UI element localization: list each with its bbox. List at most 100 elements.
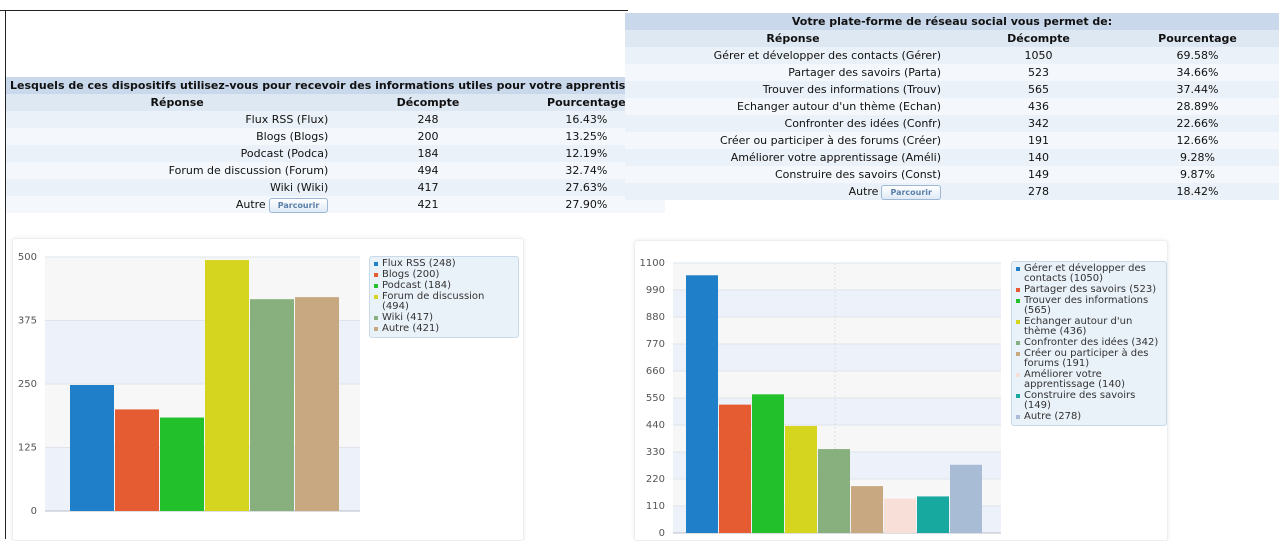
- response-text: Blogs (Blogs): [256, 130, 329, 143]
- right-survey-table: Votre plate-forme de réseau social vous …: [625, 13, 1279, 200]
- y-tick-label: 770: [646, 339, 665, 350]
- y-tick-label: 250: [18, 379, 37, 390]
- bar: [719, 404, 751, 533]
- legend-item: Blogs (200): [374, 270, 514, 280]
- percent-cell: 18.42%: [1116, 183, 1279, 200]
- response-label: Autre Parcourir: [625, 183, 961, 200]
- right-bar-chart: 0 110 220 330 440 550 660 770 880 990 1100: [640, 258, 1001, 539]
- grid-band: [673, 344, 1001, 371]
- count-cell: 523: [961, 64, 1116, 81]
- legend-swatch: [1016, 320, 1020, 324]
- table-row: Partager des savoirs (Parta) 523 34.66%: [625, 64, 1279, 81]
- table-row: Améliorer votre apprentissage (Améli) 140…: [625, 149, 1279, 166]
- legend-item: Podcast (184): [374, 281, 514, 291]
- legend-label: Flux RSS (248): [382, 258, 456, 269]
- count-cell: 149: [961, 166, 1116, 183]
- response-label: Construire des savoirs (Const): [625, 166, 961, 183]
- y-tick-label: 500: [18, 252, 37, 263]
- table-row: Créer ou participer à des forums (Créer)…: [625, 132, 1279, 149]
- col-header-count: Décompte: [961, 30, 1116, 47]
- table-row: Autre Parcourir 278 18.42%: [625, 183, 1279, 200]
- percent-cell: 37.44%: [1116, 81, 1279, 98]
- legend-label: Autre (421): [382, 323, 440, 334]
- legend-item: Trouver des informations (565): [1016, 296, 1162, 316]
- percent-cell: 12.66%: [1116, 132, 1279, 149]
- bar: [785, 425, 817, 533]
- response-text: Podcast (Podca): [240, 147, 329, 160]
- bar: [686, 275, 718, 533]
- bar: [70, 385, 114, 511]
- response-label: Trouver des informations (Trouv): [625, 81, 961, 98]
- percent-cell: 22.66%: [1116, 115, 1279, 132]
- legend-item: Gérer et développer des contacts (1050): [1016, 264, 1162, 284]
- legend-swatch: [1016, 288, 1020, 292]
- legend-swatch: [1016, 267, 1020, 271]
- table-row: Flux RSS (Flux) 248 16.43%: [6, 111, 666, 128]
- legend-swatch: [1016, 373, 1020, 377]
- legend-swatch: [374, 327, 378, 331]
- legend-item: Autre (421): [374, 324, 514, 334]
- response-text: Trouver des informations (Trouv): [762, 83, 941, 96]
- response-label: Améliorer votre apprentissage (Améli): [625, 149, 961, 166]
- response-text: Flux RSS (Flux): [245, 113, 329, 126]
- response-label: Flux RSS (Flux): [6, 111, 349, 128]
- legend-item: Forum de discussion (494): [374, 292, 514, 312]
- count-cell: 278: [961, 183, 1116, 200]
- response-text: Construire des savoirs (Const): [774, 168, 941, 181]
- frame-line: [5, 10, 6, 539]
- y-tick-label: 990: [646, 285, 665, 296]
- response-text: Créer ou participer à des forums (Créer): [719, 134, 941, 147]
- legend-swatch: [374, 284, 378, 288]
- response-text: Autre: [848, 185, 879, 198]
- response-text: Partager des savoirs (Parta): [788, 66, 941, 79]
- legend-swatch: [1016, 341, 1020, 345]
- grid-band: [673, 290, 1001, 317]
- table-row: Podcast (Podca) 184 12.19%: [6, 145, 666, 162]
- col-header-response: Réponse: [6, 94, 349, 111]
- browse-button[interactable]: Parcourir: [268, 197, 329, 213]
- table-row: Construire des savoirs (Const) 149 9.87%: [625, 166, 1279, 183]
- legend-swatch: [1016, 352, 1020, 356]
- legend-swatch: [374, 316, 378, 320]
- y-tick-label: 440: [646, 420, 665, 431]
- response-label: Partager des savoirs (Parta): [625, 64, 961, 81]
- y-tick-label: 0: [31, 506, 37, 517]
- response-text: Gérer et développer des contacts (Gérer): [713, 49, 941, 62]
- bar: [205, 260, 249, 511]
- bar: [160, 417, 204, 511]
- bar: [917, 496, 949, 533]
- count-cell: 342: [961, 115, 1116, 132]
- grid-band: [673, 317, 1001, 344]
- legend-label: Construire des savoirs (149): [1024, 390, 1136, 411]
- response-label: Blogs (Blogs): [6, 128, 349, 145]
- bar: [818, 449, 850, 533]
- browse-button[interactable]: Parcourir: [881, 184, 941, 200]
- legend-label: Confronter des idées (342): [1024, 337, 1159, 348]
- legend-label: Partager des savoirs (523): [1024, 284, 1157, 295]
- right-chart-legend: Gérer et développer des contacts (1050) P…: [1011, 261, 1167, 426]
- bar: [250, 299, 294, 511]
- percent-cell: 9.28%: [1116, 149, 1279, 166]
- response-label: Autre Parcourir: [6, 196, 349, 213]
- table-row: Confronter des idées (Confr) 342 22.66%: [625, 115, 1279, 132]
- left-question-title: Lesquels de ces dispositifs utilisez-vou…: [6, 77, 666, 94]
- table-row: Gérer et développer des contacts (Gérer)…: [625, 47, 1279, 64]
- legend-item: Autre (278): [1016, 412, 1162, 422]
- percent-cell: 69.58%: [1116, 47, 1279, 64]
- response-label: Echanger autour d'un thème (Echan): [625, 98, 961, 115]
- table-row: Autre Parcourir 421 27.90%: [6, 196, 666, 213]
- count-cell: 248: [348, 111, 508, 128]
- response-label: Forum de discussion (Forum): [6, 162, 349, 179]
- response-label: Podcast (Podca): [6, 145, 349, 162]
- response-text: Echanger autour d'un thème (Echan): [737, 100, 941, 113]
- count-cell: 184: [348, 145, 508, 162]
- legend-item: Construire des savoirs (149): [1016, 391, 1162, 411]
- legend-label: Wiki (417): [382, 312, 434, 323]
- legend-label: Blogs (200): [382, 269, 440, 280]
- y-tick-label: 220: [646, 474, 665, 485]
- right-question-title: Votre plate-forme de réseau social vous …: [625, 13, 1279, 30]
- left-chart-card: 0 125 250 375 500 Flux RSS (248) Blogs (200) P…: [12, 238, 524, 541]
- bar: [884, 498, 916, 533]
- y-tick-label: 0: [659, 528, 665, 539]
- col-header-count: Décompte: [348, 94, 508, 111]
